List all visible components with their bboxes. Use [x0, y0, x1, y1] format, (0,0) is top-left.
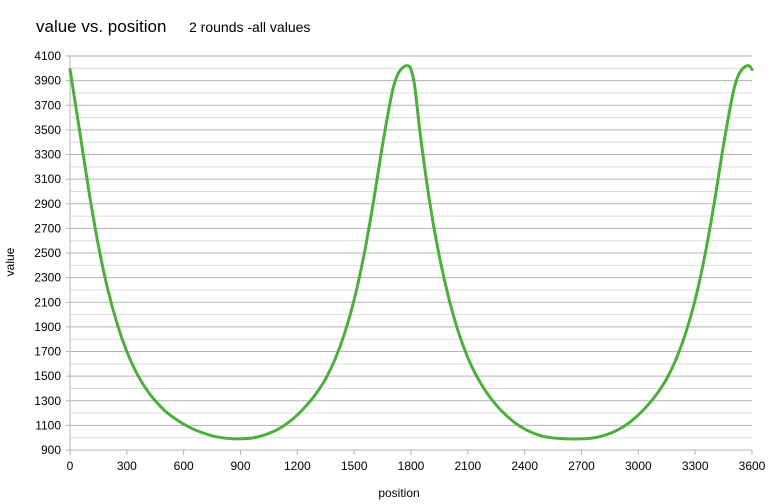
x-tick-label: 1200: [284, 459, 311, 473]
y-tick-label: 1700: [34, 345, 61, 359]
axis-labels: position value: [3, 247, 420, 500]
y-tick-label: 3700: [34, 98, 61, 112]
series-line: [68, 64, 754, 441]
y-tick-label: 1900: [34, 320, 61, 334]
y-tick-label: 1100: [35, 418, 61, 432]
y-tick-label: 1300: [34, 394, 61, 408]
y-tick-label: 1500: [34, 369, 61, 383]
y-tick-label: 3900: [34, 74, 61, 88]
x-tick-label: 1800: [398, 459, 425, 473]
x-tick-label: 2100: [454, 459, 481, 473]
y-tick-label: 3500: [34, 123, 61, 137]
y-axis-title: value: [3, 247, 17, 276]
y-tick-label: 2700: [34, 221, 61, 235]
x-tick-label: 2700: [568, 459, 595, 473]
x-tick-label: 0: [67, 459, 74, 473]
x-tick-label: 600: [174, 459, 194, 473]
y-tick-label: 900: [41, 443, 61, 457]
x-tick-label: 1500: [341, 459, 368, 473]
y-tick-label: 2500: [34, 246, 61, 260]
y-tick-label: 2300: [34, 271, 61, 285]
x-tick-label: 300: [117, 459, 137, 473]
grid: [66, 55, 752, 451]
chart-subtitle: 2 rounds -all values: [189, 19, 311, 35]
y-tick-label: 3100: [34, 172, 61, 186]
y-tick-label: 3300: [34, 148, 61, 162]
y-tick-label: 2900: [34, 197, 61, 211]
x-tick-label: 3300: [682, 459, 709, 473]
axes: 900 1100 1300 1500 1700 1900 2100 2300 2500 2700 2…: [34, 49, 765, 473]
x-tick-label: 900: [230, 459, 250, 473]
x-tick-label: 3000: [625, 459, 652, 473]
y-tick-label: 4100: [34, 49, 61, 63]
y-tick-label: 2100: [34, 295, 61, 309]
x-tick-label: 2400: [511, 459, 538, 473]
x-axis-title: position: [378, 486, 419, 500]
series-layer: [68, 64, 754, 441]
x-tick-label: 3600: [739, 459, 766, 473]
chart-title: value vs. position: [36, 17, 167, 36]
